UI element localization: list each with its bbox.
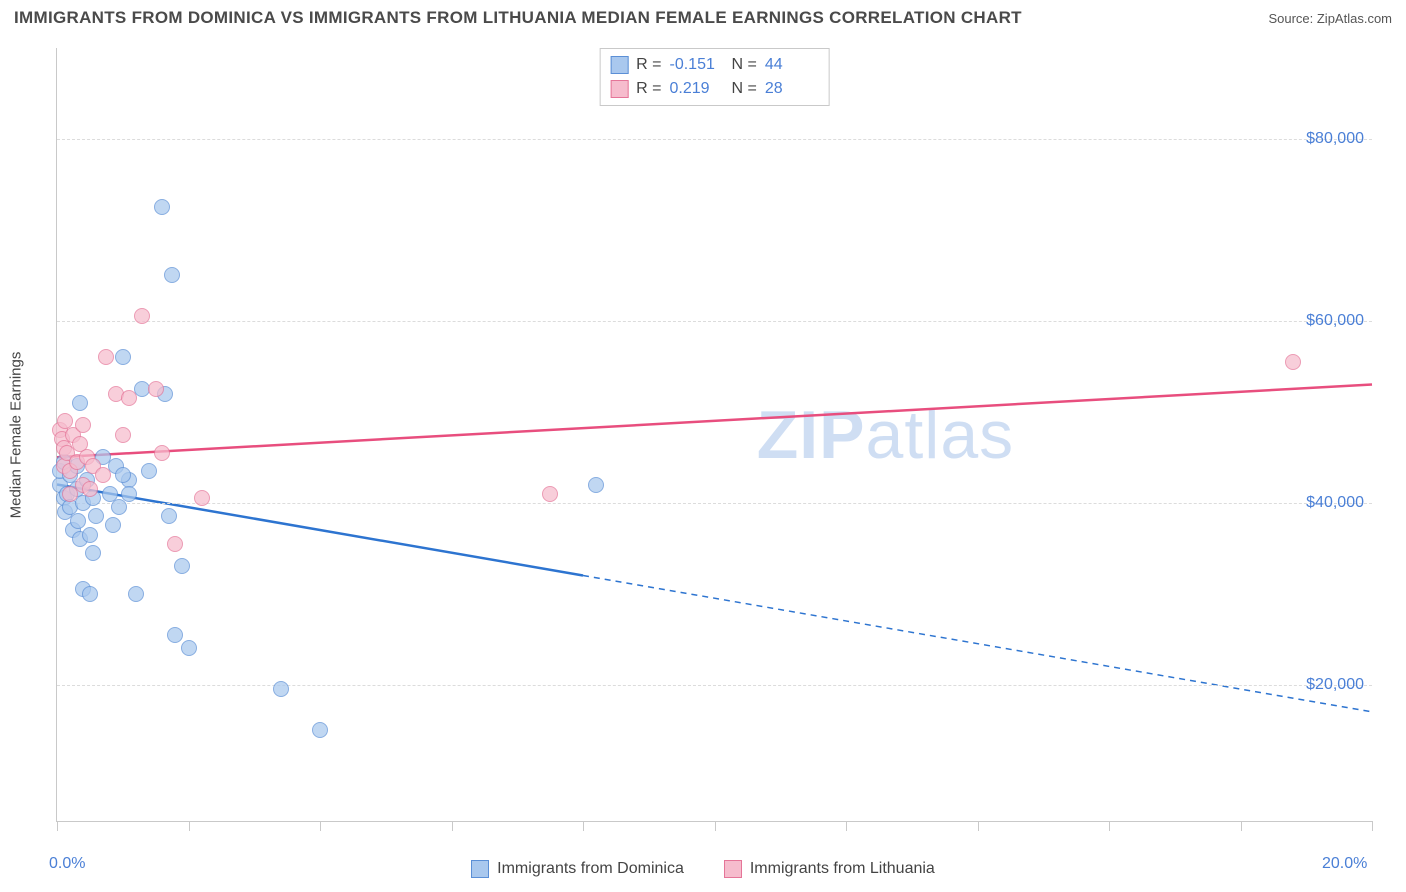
legend-label: Immigrants from Lithuania [750, 860, 935, 878]
data-point [82, 481, 98, 497]
legend-swatch-icon [610, 80, 628, 98]
legend-label: Immigrants from Dominica [497, 860, 684, 878]
y-tick-label: $80,000 [1306, 130, 1364, 148]
correlation-box: R = -0.151 N = 44 R = 0.219 N = 28 [599, 48, 830, 106]
x-tick [1241, 821, 1242, 831]
data-point [194, 490, 210, 506]
data-point [105, 517, 121, 533]
r-value: 0.219 [670, 77, 724, 101]
gridline [57, 685, 1372, 686]
n-label: N = [732, 77, 757, 101]
legend: Immigrants from Dominica Immigrants from … [0, 860, 1406, 878]
data-point [121, 390, 137, 406]
data-point [167, 627, 183, 643]
x-tick [452, 821, 453, 831]
data-point [115, 349, 131, 365]
chart-title: IMMIGRANTS FROM DOMINICA VS IMMIGRANTS F… [14, 8, 1022, 28]
n-value: 44 [765, 53, 819, 77]
watermark-main: ZIP [757, 397, 866, 473]
x-tick [1372, 821, 1373, 831]
data-point [111, 499, 127, 515]
correlation-row: R = 0.219 N = 28 [610, 77, 819, 101]
data-point [82, 586, 98, 602]
y-tick-label: $60,000 [1306, 312, 1364, 330]
data-point [75, 417, 91, 433]
data-point [588, 477, 604, 493]
data-point [115, 467, 131, 483]
n-value: 28 [765, 77, 819, 101]
data-point [98, 349, 114, 365]
gridline [57, 139, 1372, 140]
y-tick-label: $40,000 [1306, 494, 1364, 512]
x-tick [57, 821, 58, 831]
watermark: ZIPatlas [757, 396, 1014, 474]
x-tick [1109, 821, 1110, 831]
data-point [148, 381, 164, 397]
r-label: R = [636, 53, 661, 77]
data-point [1285, 354, 1301, 370]
x-tick [978, 821, 979, 831]
data-point [542, 486, 558, 502]
data-point [72, 395, 88, 411]
legend-swatch-icon [471, 860, 489, 878]
data-point [273, 681, 289, 697]
data-point [181, 640, 197, 656]
legend-swatch-icon [610, 56, 628, 74]
data-point [121, 486, 137, 502]
legend-swatch-icon [724, 860, 742, 878]
r-value: -0.151 [670, 53, 724, 77]
x-tick [715, 821, 716, 831]
data-point [174, 558, 190, 574]
plot-wrapper: Median Female Earnings ZIPatlas R =-0.15… [56, 48, 1372, 822]
x-tick [189, 821, 190, 831]
data-point [161, 508, 177, 524]
data-point [95, 467, 111, 483]
data-point [128, 586, 144, 602]
correlation-row: R = -0.151 N = 44 [610, 53, 819, 77]
source-label: Source: ZipAtlas.com [1268, 11, 1392, 26]
y-tick-label: $20,000 [1306, 676, 1364, 694]
data-point [88, 508, 104, 524]
y-axis-title: Median Female Earnings [8, 352, 25, 519]
data-point [164, 267, 180, 283]
trend-lines [57, 48, 1372, 821]
n-label: N = [732, 53, 757, 77]
data-point [134, 308, 150, 324]
data-point [154, 445, 170, 461]
gridline [57, 321, 1372, 322]
watermark-sub: atlas [866, 397, 1015, 473]
data-point [82, 527, 98, 543]
data-point [312, 722, 328, 738]
x-tick [320, 821, 321, 831]
legend-item: Immigrants from Lithuania [724, 860, 935, 878]
r-label: R = [636, 77, 661, 101]
gridline [57, 503, 1372, 504]
data-point [154, 199, 170, 215]
data-point [141, 463, 157, 479]
data-point [115, 427, 131, 443]
x-tick [583, 821, 584, 831]
data-point [85, 545, 101, 561]
legend-item: Immigrants from Dominica [471, 860, 684, 878]
data-point [167, 536, 183, 552]
x-tick [846, 821, 847, 831]
data-point [70, 513, 86, 529]
plot-area: ZIPatlas R = -0.151 N = 44 R = 0.219 N = 28 $20… [56, 48, 1372, 822]
